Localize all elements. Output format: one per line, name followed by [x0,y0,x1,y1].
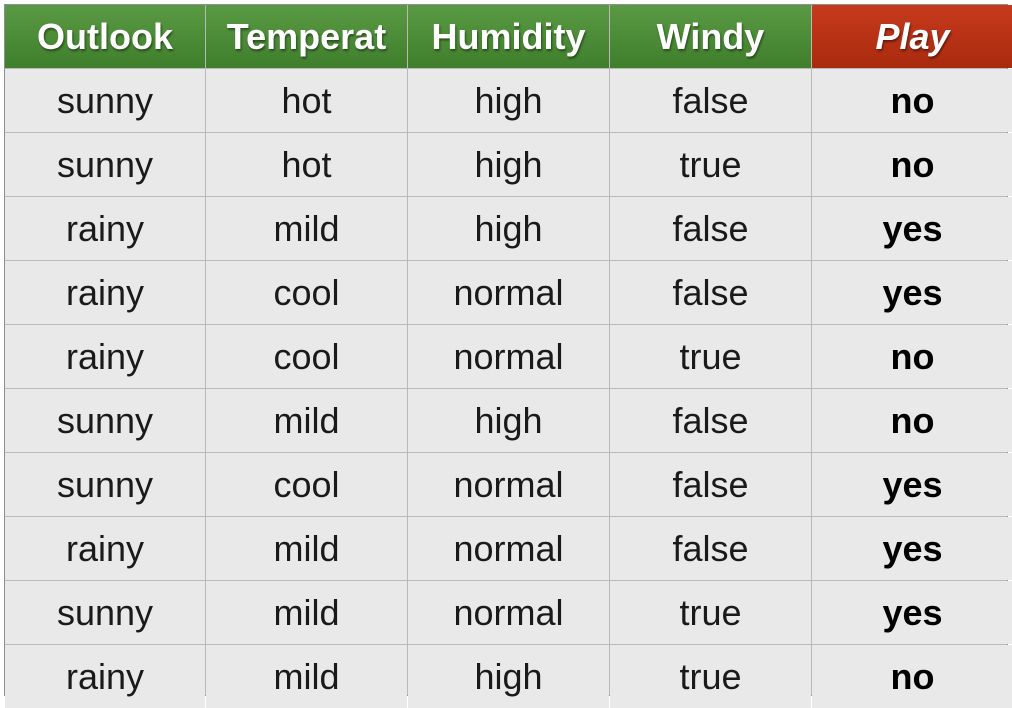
table-cell-r8-temperat: mild [206,517,407,580]
table-cell-r3-humidity: high [408,197,609,260]
table-cell-r8-windy: false [610,517,811,580]
table-cell-r6-play: no [812,389,1012,452]
table-cell-r2-play: no [812,133,1012,196]
table-cell-r5-play: no [812,325,1012,388]
table-cell-r3-windy: false [610,197,811,260]
table-cell-r4-windy: false [610,261,811,324]
table-cell-r10-temperat: mild [206,645,407,708]
table-cell-r5-windy: true [610,325,811,388]
data-table: Outlook Temperat Humidity Windy Play sunny hot… [4,4,1012,708]
table-cell-r10-humidity: high [408,645,609,708]
table-cell-r6-outlook: sunny [5,389,205,452]
table-cell-r6-temperat: mild [206,389,407,452]
table-cell-r1-outlook: sunny [5,69,205,132]
table-cell-r3-play: yes [812,197,1012,260]
table-cell-r4-temperat: cool [206,261,407,324]
table-cell-r4-humidity: normal [408,261,609,324]
table-cell-r9-outlook: sunny [5,581,205,644]
table-cell-r6-humidity: high [408,389,609,452]
table-cell-r10-play: no [812,645,1012,708]
table-cell-r2-windy: true [610,133,811,196]
table-cell-r1-windy: false [610,69,811,132]
table-cell-r1-play: no [812,69,1012,132]
table-cell-r8-outlook: rainy [5,517,205,580]
table-cell-r9-windy: true [610,581,811,644]
column-header-temperat: Temperat [206,5,407,68]
table-cell-r3-temperat: mild [206,197,407,260]
table-cell-r1-humidity: high [408,69,609,132]
column-header-outlook: Outlook [5,5,205,68]
table-cell-r2-humidity: high [408,133,609,196]
table-cell-r4-outlook: rainy [5,261,205,324]
table-cell-r5-outlook: rainy [5,325,205,388]
table-cell-r7-play: yes [812,453,1012,516]
column-header-humidity: Humidity [408,5,609,68]
column-header-play: Play [812,5,1012,68]
table-cell-r7-temperat: cool [206,453,407,516]
table-cell-r7-windy: false [610,453,811,516]
table-cell-r5-humidity: normal [408,325,609,388]
table-cell-r8-play: yes [812,517,1012,580]
table-cell-r7-outlook: sunny [5,453,205,516]
table-cell-r3-outlook: rainy [5,197,205,260]
table-cell-r9-play: yes [812,581,1012,644]
table-cell-r4-play: yes [812,261,1012,324]
table-cell-r9-temperat: mild [206,581,407,644]
table-cell-r5-temperat: cool [206,325,407,388]
table-cell-r1-temperat: hot [206,69,407,132]
column-header-windy: Windy [610,5,811,68]
table-cell-r6-windy: false [610,389,811,452]
table-cell-r9-humidity: normal [408,581,609,644]
table-cell-r7-humidity: normal [408,453,609,516]
table-cell-r10-windy: true [610,645,811,708]
table-cell-r8-humidity: normal [408,517,609,580]
table-cell-r2-temperat: hot [206,133,407,196]
table-cell-r10-outlook: rainy [5,645,205,708]
table-cell-r2-outlook: sunny [5,133,205,196]
